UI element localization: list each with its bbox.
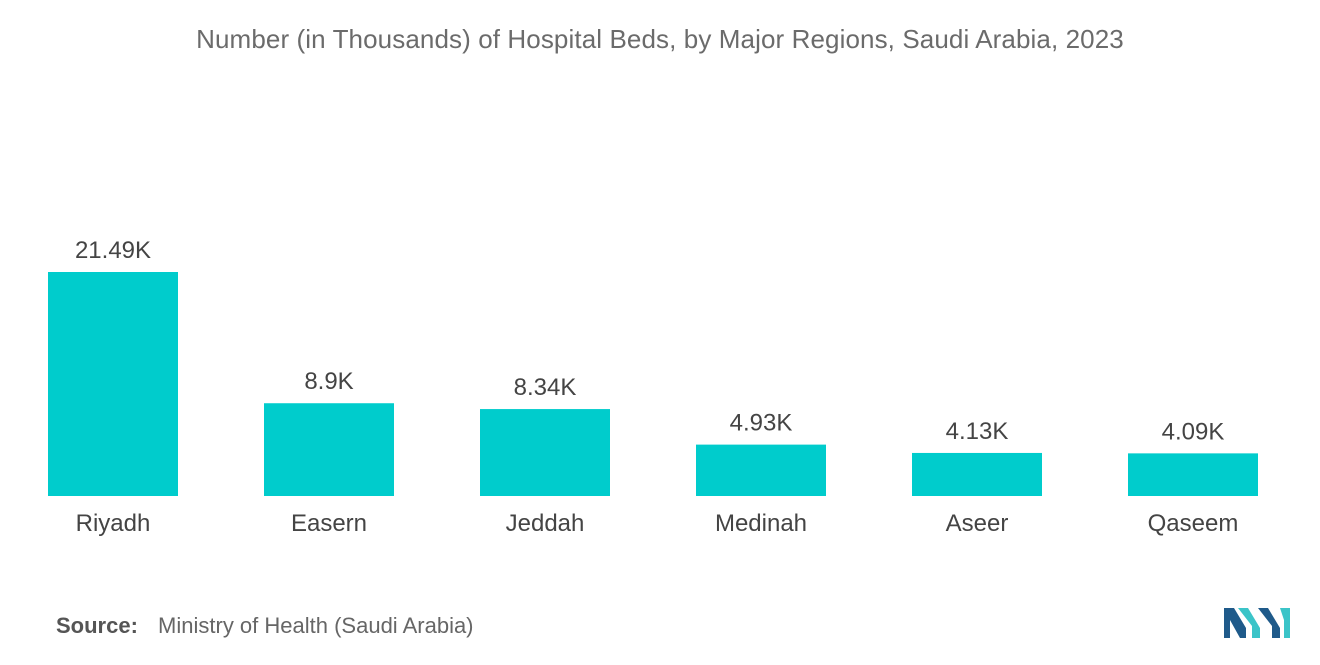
source-text: Ministry of Health (Saudi Arabia) bbox=[158, 613, 474, 638]
bar-aseer bbox=[912, 452, 1042, 496]
value-label-medinah: 4.93K bbox=[730, 410, 793, 437]
category-label-medinah: Medinah bbox=[715, 510, 807, 537]
category-label-aseer: Aseer bbox=[946, 510, 1009, 537]
value-label-qaseem: 4.09K bbox=[1162, 418, 1225, 445]
bar-medinah bbox=[696, 444, 826, 496]
chart-title: Number (in Thousands) of Hospital Beds, … bbox=[196, 24, 1124, 54]
bar-jeddah bbox=[480, 409, 610, 496]
category-labels-group: Riyadh Easern Jeddah Medinah Aseer Qaseem bbox=[76, 510, 1239, 537]
bar-easern bbox=[264, 403, 394, 496]
value-label-aseer: 4.13K bbox=[946, 418, 1009, 445]
bar-riyadh bbox=[48, 272, 178, 496]
value-label-easern: 8.9K bbox=[304, 368, 353, 395]
source-note: Source: Ministry of Health (Saudi Arabia… bbox=[56, 613, 474, 639]
source-label: Source: bbox=[56, 613, 138, 638]
category-label-jeddah: Jeddah bbox=[506, 510, 585, 537]
value-label-riyadh: 21.49K bbox=[75, 237, 151, 264]
category-label-easern: Easern bbox=[291, 510, 367, 537]
value-labels-group: 21.49K 8.9K 8.34K 4.93K 4.13K 4.09K bbox=[75, 237, 1224, 445]
bar-qaseem bbox=[1128, 453, 1258, 496]
brand-logo-icon bbox=[1224, 608, 1290, 638]
value-label-jeddah: 8.34K bbox=[514, 374, 577, 401]
bars-group bbox=[48, 272, 1258, 496]
category-label-qaseem: Qaseem bbox=[1148, 510, 1239, 537]
category-label-riyadh: Riyadh bbox=[76, 510, 151, 537]
